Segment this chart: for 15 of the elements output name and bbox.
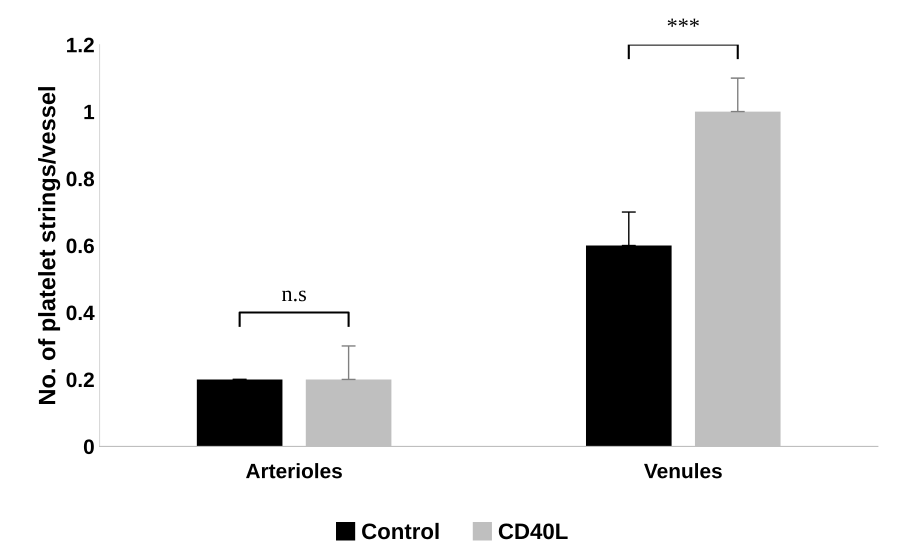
y-tick-label: 1.2 (67, 38, 94, 52)
text: *** (668, 18, 699, 27)
bar (196, 379, 282, 446)
y-axis-title: No. of platelet strings/vessel (38, 87, 60, 404)
y-tick-label: 1 (84, 104, 94, 120)
legend-label: CD40L (498, 523, 568, 540)
y-tick-label: 0.6 (66, 238, 94, 254)
annotation: n.s (282, 290, 306, 302)
y-tick-label: 0 (84, 439, 94, 454)
x-tick-label: Venules (644, 463, 722, 478)
y-tick-label: 0.4 (66, 305, 95, 320)
x-tick-label: Arterioles (246, 463, 342, 478)
y-tick-label: 0.2 (66, 372, 94, 388)
legend-label: Control (362, 522, 439, 540)
y-tick-label: 0.8 (66, 172, 94, 186)
